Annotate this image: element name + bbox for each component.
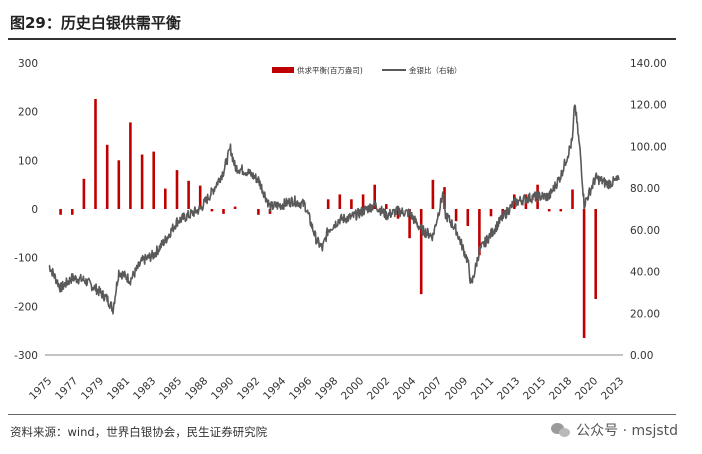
balance-bar — [233, 206, 237, 209]
wechat-icon — [551, 422, 571, 438]
right-tick-label: 20.00 — [630, 308, 660, 320]
right-tick-label: 40.00 — [630, 267, 660, 279]
left-tick-label: -200 — [14, 301, 38, 313]
x-tick-label: 2020 — [573, 375, 600, 402]
watermark-text: 公众号 · msjstd — [576, 423, 678, 439]
x-tick-label: 2000 — [339, 375, 366, 402]
balance-bar — [210, 209, 214, 212]
balance-bar — [594, 209, 597, 299]
x-axis-ticks: 1975197719791981198319851988199019921994… — [27, 375, 626, 403]
balance-bar — [187, 180, 190, 209]
balance-bar — [175, 170, 179, 209]
x-tick-label: 2011 — [469, 375, 496, 402]
left-tick-label: 100 — [18, 155, 38, 167]
right-tick-label: 80.00 — [630, 183, 660, 195]
bar-series — [59, 99, 597, 338]
x-tick-label: 1981 — [105, 375, 132, 402]
x-tick-label: 1975 — [27, 375, 54, 402]
x-tick-label: 2009 — [443, 375, 470, 402]
right-tick-label: 0.00 — [630, 350, 653, 362]
balance-bar — [489, 209, 493, 217]
legend: 供求平衡(百万盎司) 金银比（右轴） — [272, 65, 462, 75]
x-tick-label: 2018 — [547, 375, 574, 402]
balance-bar — [350, 199, 353, 209]
legend-line-label: 金银比（右轴） — [409, 65, 462, 75]
balance-bar — [547, 209, 551, 212]
balance-bar — [129, 122, 132, 209]
x-tick-label: 1994 — [261, 375, 289, 403]
x-tick-label: 2013 — [495, 375, 522, 402]
balance-bar — [466, 209, 470, 226]
right-tick-label: 60.00 — [630, 225, 660, 237]
balance-bar — [117, 160, 121, 209]
x-tick-label: 1992 — [235, 375, 262, 402]
balance-bar — [408, 209, 411, 239]
title-rule — [8, 38, 676, 40]
balance-bar — [94, 99, 97, 209]
balance-bar — [431, 179, 435, 209]
balance-bar — [571, 189, 574, 209]
balance-bar — [559, 209, 563, 212]
figure-title: 图29：历史白银供需平衡 — [10, 14, 181, 32]
balance-bar — [82, 178, 86, 209]
balance-bar — [198, 185, 202, 209]
left-tick-label: -100 — [14, 253, 38, 265]
x-tick-label: 2007 — [417, 375, 444, 402]
x-tick-label: 2023 — [599, 375, 626, 402]
source-note: 资料来源：wind，世界白银协会，民生证券研究院 — [10, 425, 268, 439]
balance-bar — [164, 188, 167, 209]
balance-bar — [338, 194, 342, 209]
balance-bar — [454, 209, 458, 222]
right-tick-label: 140.00 — [630, 58, 667, 70]
balance-bar — [478, 209, 481, 256]
balance-bar — [373, 184, 376, 209]
balance-bar — [326, 199, 330, 209]
x-tick-label: 2015 — [521, 375, 548, 402]
x-tick-label: 1996 — [287, 375, 315, 403]
balance-bar — [222, 209, 225, 214]
right-axis-ticks: 140.00 120.00 100.00 80.00 60.00 40.00 20.00 0.… — [630, 58, 667, 362]
x-tick-label: 1988 — [183, 375, 210, 402]
balance-bar — [257, 209, 260, 215]
right-tick-label: 100.00 — [630, 141, 667, 153]
x-tick-label: 1983 — [131, 375, 158, 402]
x-tick-label: 1990 — [209, 375, 236, 402]
balance-bar — [140, 154, 144, 209]
x-tick-label: 1977 — [53, 375, 80, 402]
line-series — [48, 104, 620, 315]
x-tick-label: 2002 — [365, 375, 392, 402]
balance-bar — [59, 209, 62, 215]
balance-bar — [385, 204, 388, 209]
x-tick-label: 2004 — [391, 375, 419, 403]
source-rule — [8, 414, 676, 415]
gold-silver-ratio-line — [48, 104, 620, 315]
left-tick-label: 200 — [18, 107, 38, 119]
x-tick-label: 1998 — [313, 375, 340, 402]
balance-bar — [396, 209, 400, 219]
right-tick-label: 120.00 — [630, 100, 667, 112]
balance-bar — [71, 209, 74, 215]
legend-bar-swatch — [272, 67, 294, 73]
legend-bar-label: 供求平衡(百万盎司) — [297, 65, 363, 75]
balance-bar — [361, 194, 365, 209]
balance-bar — [582, 209, 586, 338]
balance-bar — [152, 151, 155, 209]
x-tick-label: 1985 — [157, 375, 184, 402]
watermark: 公众号 · msjstd — [551, 420, 678, 440]
left-tick-label: 300 — [18, 58, 38, 70]
x-tick-label: 1979 — [79, 375, 106, 402]
left-axis-ticks: 300 200 100 0 -100 -200 -300 — [14, 58, 38, 362]
balance-bar — [105, 144, 109, 209]
left-tick-label: 0 — [31, 204, 38, 216]
balance-bar — [419, 209, 423, 295]
left-tick-label: -300 — [14, 350, 38, 362]
